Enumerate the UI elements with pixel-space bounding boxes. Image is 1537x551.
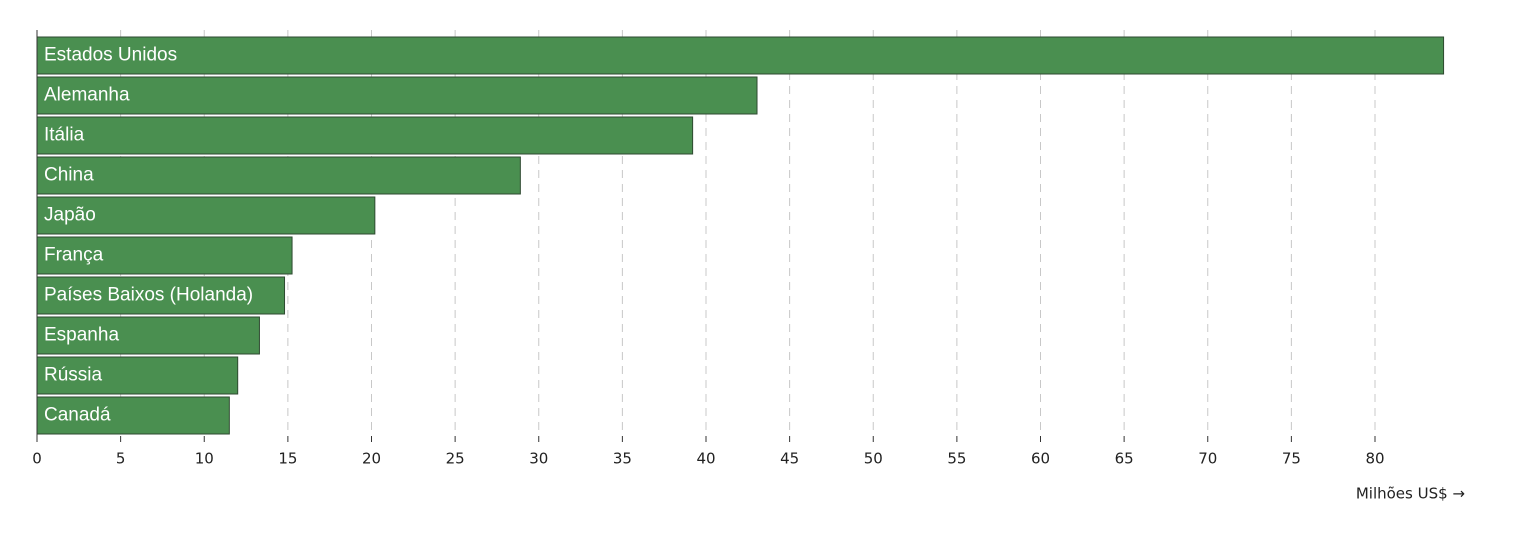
bar-label: Canadá <box>44 405 111 426</box>
x-tick-label: 35 <box>613 450 632 468</box>
bar-label: Itália <box>44 125 85 146</box>
x-tick-label: 30 <box>529 450 548 468</box>
bar-label: França <box>44 245 104 266</box>
bar <box>36 116 694 155</box>
x-tick-label: 25 <box>446 450 465 468</box>
bar-label: China <box>44 165 94 186</box>
x-tick-label: 15 <box>278 450 297 468</box>
x-tick-label: 80 <box>1365 450 1384 468</box>
bar-label: Espanha <box>44 325 119 346</box>
bar <box>36 236 293 275</box>
x-tick-label: 45 <box>780 450 799 468</box>
bar <box>36 196 376 235</box>
bar-label: Países Baixos (Holanda) <box>44 285 253 306</box>
bar <box>36 396 230 435</box>
bar <box>36 76 758 115</box>
bar-label: Rússia <box>44 365 103 386</box>
x-tick-label: 40 <box>696 450 715 468</box>
bar <box>36 276 286 315</box>
x-axis-label: Milhões US$ → <box>1356 485 1465 503</box>
x-tick-label: 60 <box>1031 450 1050 468</box>
x-tick-label: 75 <box>1282 450 1301 468</box>
x-tick-label: 5 <box>116 450 126 468</box>
bar <box>36 36 1445 75</box>
bar <box>36 356 239 395</box>
bar <box>36 316 260 355</box>
bar-label: Estados Unidos <box>44 45 177 66</box>
bar-label: Alemanha <box>44 85 130 106</box>
x-tick-label: 70 <box>1198 450 1217 468</box>
x-tick-label: 55 <box>947 450 966 468</box>
x-tick-label: 10 <box>195 450 214 468</box>
x-tick-label: 65 <box>1115 450 1134 468</box>
bar <box>36 156 521 195</box>
bar-label: Japão <box>44 205 96 226</box>
x-tick-label: 20 <box>362 450 381 468</box>
x-tick-label: 50 <box>864 450 883 468</box>
x-tick-label: 0 <box>32 450 42 468</box>
